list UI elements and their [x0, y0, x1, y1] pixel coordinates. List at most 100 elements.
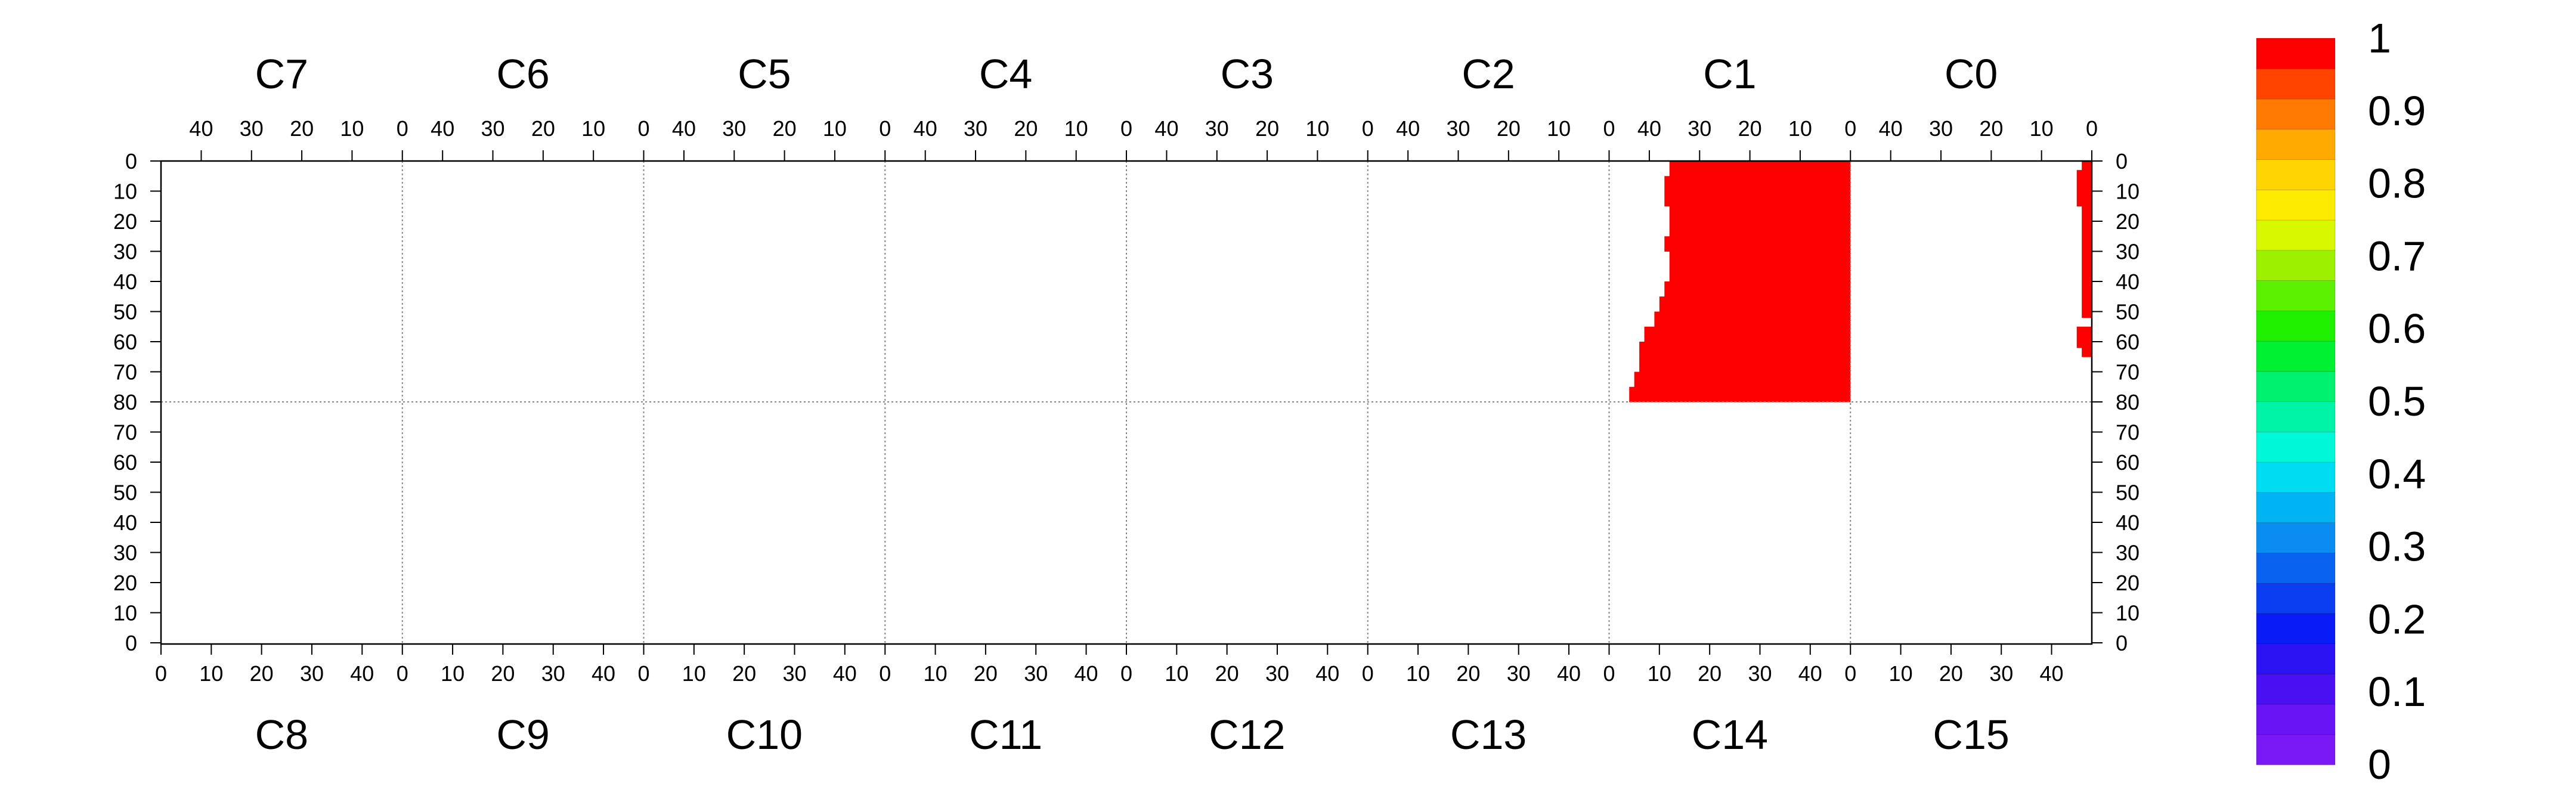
colorbar-segment — [2256, 643, 2336, 674]
right-tick-label: 20 — [2116, 209, 2140, 234]
colorbar-segment — [2256, 733, 2336, 765]
top-tick-label: 10 — [581, 116, 605, 141]
bottom-tick-label: 40 — [833, 661, 857, 686]
bottom-tick-label: 30 — [1989, 661, 2013, 686]
top-tick-label: 30 — [1929, 116, 1953, 141]
heat-cell-c1-5 — [1664, 236, 1851, 252]
right-tick-label: 20 — [2116, 571, 2140, 595]
top-tick-label: 40 — [672, 116, 696, 141]
bottom-tick-label: 30 — [1024, 661, 1048, 686]
heat-cell-c1-11 — [1644, 326, 1851, 342]
bottom-tick-label: 20 — [1215, 661, 1239, 686]
right-tick-label: 0 — [2116, 149, 2128, 174]
heat-cell-c1-3 — [1669, 206, 1851, 222]
panel-label-c3: C3 — [1221, 51, 1274, 97]
top-tick-label: 0 — [1603, 116, 1615, 141]
bottom-tick-label: 30 — [1748, 661, 1772, 686]
top-tick-label: 0 — [1120, 116, 1132, 141]
top-tick-label: 20 — [1255, 116, 1279, 141]
heat-cell-c1-10 — [1654, 311, 1851, 327]
panel-label-c12: C12 — [1209, 711, 1285, 758]
top-tick-label: 0 — [397, 116, 408, 141]
heat-cell-c1-14 — [1634, 371, 1851, 388]
right-tick-label: 70 — [2116, 420, 2140, 445]
colorbar-segment — [2256, 552, 2336, 584]
axis-ticks: 40 30 20 10 0 40 30 20 10 0 40 30 20 10 0 40 30 20 10 0 40 30… — [113, 116, 2140, 686]
top-tick-label: 30 — [1205, 116, 1229, 141]
right-tick-label: 70 — [2116, 360, 2140, 385]
left-tick-label: 40 — [113, 510, 137, 535]
panel-label-c5: C5 — [738, 51, 791, 97]
bottom-tick-label: 30 — [300, 661, 324, 686]
bottom-tick-label: 40 — [1315, 661, 1339, 686]
top-tick-label: 0 — [2086, 116, 2098, 141]
right-tick-label: 60 — [2116, 450, 2140, 475]
top-tick-label: 20 — [1979, 116, 2003, 141]
top-tick-label: 30 — [481, 116, 505, 141]
right-tick-label: 50 — [2116, 481, 2140, 505]
panel-label-c6: C6 — [496, 51, 549, 97]
left-tick-label: 30 — [113, 541, 137, 565]
panel-label-c8: C8 — [255, 711, 308, 758]
left-tick-label: 20 — [113, 209, 137, 234]
bottom-tick-label: 10 — [682, 661, 706, 686]
right-tick-label: 50 — [2116, 300, 2140, 324]
panel-label-c4: C4 — [979, 51, 1032, 97]
panel-label-c7: C7 — [255, 51, 308, 97]
bottom-tick-label: 10 — [199, 661, 223, 686]
left-tick-label: 50 — [113, 481, 137, 505]
colorbar-segment — [2256, 583, 2336, 614]
top-tick-label: 20 — [1738, 116, 1762, 141]
bottom-tick-label: 20 — [1939, 661, 1963, 686]
heat-cell-c1-1 — [1664, 176, 1851, 191]
heat-cell-c0-3 — [2076, 326, 2092, 348]
left-tick-label: 10 — [113, 601, 137, 626]
colorbar-segment — [2256, 280, 2336, 311]
heat-cell-c1-6 — [1669, 251, 1851, 267]
bottom-tick-label: 0 — [1844, 661, 1856, 686]
colorbar-label: 0.6 — [2368, 305, 2426, 352]
right-tick-label: 10 — [2116, 179, 2140, 204]
bottom-tick-label: 10 — [1406, 661, 1430, 686]
bottom-tick-label: 10 — [1165, 661, 1188, 686]
heat-cell-c0-4 — [2082, 348, 2092, 357]
colorbar-segment — [2256, 310, 2336, 342]
left-tick-label: 50 — [113, 300, 137, 324]
top-tick-label: 40 — [1154, 116, 1178, 141]
heat-cell-c1-9 — [1659, 296, 1851, 312]
bottom-tick-label: 20 — [732, 661, 756, 686]
panel-label-c0: C0 — [1945, 51, 1998, 97]
panel-label-c13: C13 — [1450, 711, 1527, 758]
heat-cell-c1-2 — [1664, 191, 1851, 207]
left-tick-label: 30 — [113, 240, 137, 264]
heat-cell-c1-13 — [1639, 357, 1851, 372]
bottom-tick-label: 40 — [350, 661, 374, 686]
top-tick-label: 20 — [1014, 116, 1038, 141]
right-tick-label: 80 — [2116, 390, 2140, 414]
colorbar-segment — [2256, 462, 2336, 493]
top-tick-label: 20 — [1497, 116, 1521, 141]
bottom-tick-label: 40 — [1075, 661, 1098, 686]
top-tick-label: 20 — [773, 116, 797, 141]
colorbar-segment — [2256, 673, 2336, 705]
colorbar-label: 0.1 — [2368, 668, 2426, 715]
colorbar-label: 0.2 — [2368, 596, 2426, 642]
bottom-tick-label: 20 — [250, 661, 274, 686]
bottom-tick-label: 0 — [1362, 661, 1374, 686]
colorbar-segment — [2256, 128, 2336, 160]
panel-labels: C7 C6 C5 C4 C3 C2 C1 C0 C8 C9 C10 C11 C12 C13 C14 C15 — [255, 51, 2010, 758]
bottom-tick-label: 0 — [397, 661, 408, 686]
top-tick-label: 30 — [240, 116, 264, 141]
colorbar-label: 0.3 — [2368, 524, 2426, 570]
bottom-tick-label: 40 — [2040, 661, 2064, 686]
bottom-tick-label: 10 — [1889, 661, 1913, 686]
bottom-tick-label: 20 — [974, 661, 998, 686]
colorbar-segment — [2256, 159, 2336, 190]
bottom-tick-label: 0 — [637, 661, 649, 686]
heat-cell-c1-8 — [1664, 281, 1851, 297]
heat-cell-c1-15 — [1629, 386, 1851, 402]
top-tick-label: 10 — [823, 116, 847, 141]
colorbar-segment — [2256, 68, 2336, 100]
top-tick-label: 30 — [1447, 116, 1470, 141]
